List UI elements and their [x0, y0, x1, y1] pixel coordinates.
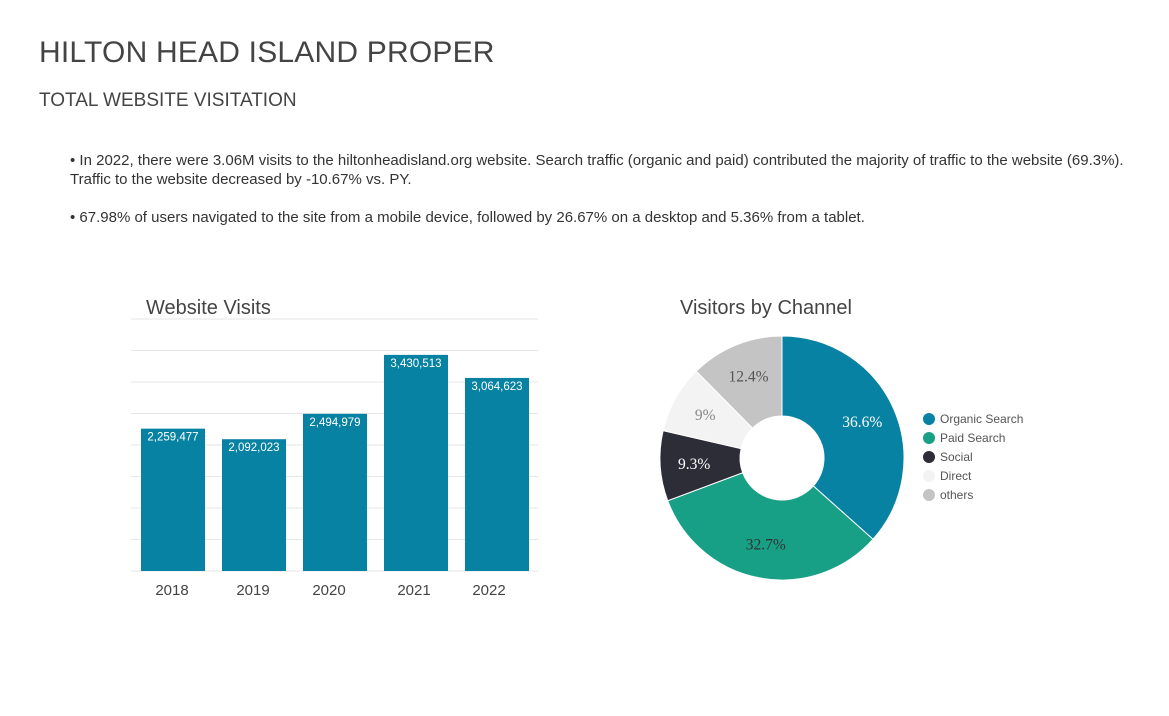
bar-value-label: 3,430,513 — [390, 358, 441, 370]
slice-label: 32.7% — [746, 536, 786, 553]
legend-label: others — [940, 488, 973, 502]
slice-organic-search[interactable] — [781, 335, 905, 540]
pie-chart-slice-labels: 36.6% 32.7% 9.3% 9% 12.4% — [678, 369, 882, 554]
x-tick-label: 2021 — [397, 582, 430, 599]
x-tick-label: 2020 — [312, 582, 345, 599]
legend-item-others[interactable]: others — [923, 488, 973, 502]
slice-others[interactable] — [695, 335, 783, 429]
legend-label: Paid Search — [940, 431, 1005, 445]
legend-swatch — [923, 470, 935, 482]
visitors-by-channel-chart: Visitors by Channel 36.6% 32.7% 9.3% 9% 12.4… — [659, 297, 1023, 581]
bar-value-label: 2,259,477 — [147, 432, 198, 444]
bar-value-label: 2,494,979 — [309, 417, 360, 429]
bar-2022[interactable] — [465, 377, 529, 571]
legend-item-social[interactable]: Social — [923, 450, 973, 464]
slice-label: 9% — [695, 407, 716, 424]
pie-chart-slices — [659, 335, 905, 581]
summary-bullets: • In 2022, there were 3.06M visits to th… — [70, 151, 1140, 246]
website-visits-chart: Website Visits 2,259,477 2,092,023 2,494,9… — [131, 297, 538, 599]
slice-label: 36.6% — [842, 414, 882, 431]
bar-chart-title: Website Visits — [146, 297, 271, 319]
legend-label: Organic Search — [940, 412, 1023, 426]
legend-swatch — [923, 432, 935, 444]
x-tick-label: 2022 — [472, 582, 505, 599]
bar-chart-bars — [141, 354, 529, 571]
bar-chart-x-axis: 2018 2019 2020 2021 2022 — [155, 582, 505, 599]
legend-swatch — [923, 451, 935, 463]
legend-label: Direct — [940, 469, 972, 483]
slice-label: 12.4% — [729, 369, 769, 386]
bar-2020[interactable] — [303, 413, 367, 571]
bar-value-label: 3,064,623 — [471, 381, 522, 393]
pie-chart-title: Visitors by Channel — [680, 297, 852, 319]
legend-swatch — [923, 413, 935, 425]
bullet-visits: • In 2022, there were 3.06M visits to th… — [70, 152, 1124, 188]
legend-swatch — [923, 489, 935, 501]
bullet-devices: • 67.98% of users navigated to the site … — [70, 209, 865, 226]
bar-value-label: 2,092,023 — [228, 442, 279, 454]
legend-item-organic-search[interactable]: Organic Search — [923, 412, 1023, 426]
bar-2021[interactable] — [384, 354, 448, 571]
page-subtitle: TOTAL WEBSITE VISITATION — [39, 90, 297, 111]
bar-2019[interactable] — [222, 439, 286, 571]
page-title: HILTON HEAD ISLAND PROPER — [39, 36, 495, 69]
legend-label: Social — [940, 450, 973, 464]
bar-chart-value-labels: 2,259,477 2,092,023 2,494,979 3,430,513 3,06… — [147, 358, 522, 454]
legend-item-paid-search[interactable]: Paid Search — [923, 431, 1005, 445]
slice-label: 9.3% — [678, 456, 710, 473]
x-tick-label: 2019 — [236, 582, 269, 599]
bar-2018[interactable] — [141, 428, 205, 571]
legend-item-direct[interactable]: Direct — [923, 469, 972, 483]
pie-chart-legend[interactable]: Organic Search Paid Search Social Direct oth… — [923, 412, 1023, 502]
slice-paid-search[interactable] — [667, 472, 874, 581]
x-tick-label: 2018 — [155, 582, 188, 599]
